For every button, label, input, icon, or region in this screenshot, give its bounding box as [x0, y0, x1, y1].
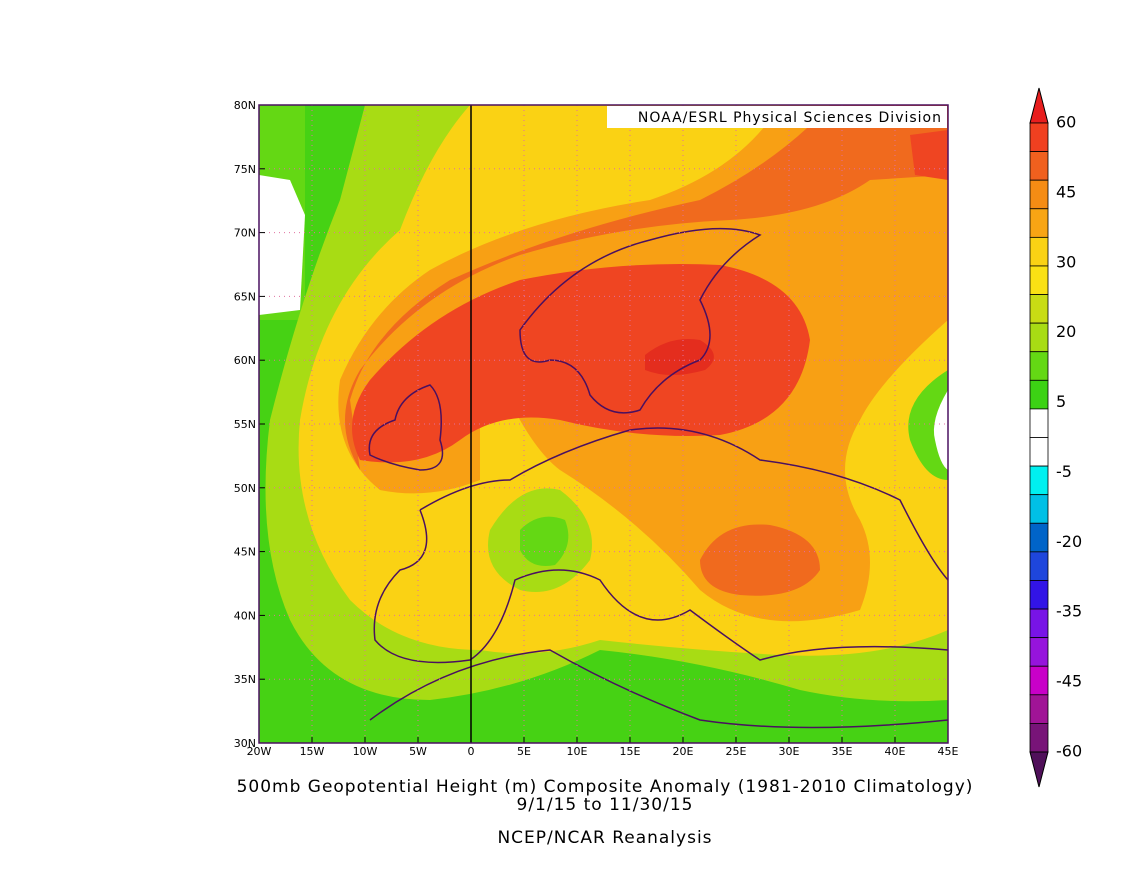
- lat-label: 75N: [234, 163, 256, 176]
- colorbar-box: [1029, 665, 1049, 696]
- colorbar-box: [1029, 465, 1049, 496]
- lon-label: 30E: [779, 745, 800, 758]
- colorbar-box: [1029, 551, 1049, 581]
- colorbar-box: [1029, 351, 1049, 381]
- colorbar-box: [1029, 265, 1049, 295]
- colorbar-box: [1029, 122, 1049, 152]
- lon-label: 0: [468, 745, 475, 758]
- lon-label: 5W: [409, 745, 427, 758]
- colorbar-label: 45: [1056, 182, 1076, 201]
- colorbar-box: [1029, 236, 1049, 267]
- lat-label: 35N: [234, 673, 256, 686]
- colorbar-label: -35: [1056, 602, 1082, 621]
- colorbar-box: [1029, 294, 1049, 324]
- colorbar-top: [1029, 87, 1049, 124]
- lon-label: 40E: [885, 745, 906, 758]
- colorbar-label: 60: [1056, 113, 1076, 132]
- colorbar-box: [1029, 379, 1049, 410]
- lat-label: 30N: [234, 737, 256, 750]
- lon-label: 25E: [726, 745, 747, 758]
- colorbar-label: -60: [1056, 742, 1082, 761]
- lat-label: 60N: [234, 354, 256, 367]
- colorbar-label: -5: [1056, 462, 1072, 481]
- lat-label: 45N: [234, 546, 256, 559]
- colorbar-label: -45: [1056, 672, 1082, 691]
- lat-label: 55N: [234, 418, 256, 431]
- colorbar-box: [1029, 437, 1049, 467]
- lon-label: 10E: [567, 745, 588, 758]
- title-line: 500mb Geopotential Height (m) Composite …: [237, 777, 974, 797]
- colorbar-box: [1029, 694, 1049, 724]
- lat-label: 80N: [234, 99, 256, 112]
- colorbar-box: [1029, 208, 1049, 238]
- date-range: 9/1/15 to 11/30/15: [517, 795, 694, 815]
- lon-label: 10W: [353, 745, 378, 758]
- graticule: 20W 15W 10W 5W 0 5E 10E 15E 20E 25E 30E 35E 40E 45E 80…: [234, 99, 959, 758]
- colorbar-box: [1029, 494, 1049, 524]
- coastlines: [368, 227, 948, 729]
- lon-label: 15W: [300, 745, 325, 758]
- colorbar-box: [1029, 322, 1049, 353]
- colorbar-label: 5: [1056, 392, 1066, 411]
- colorbar-box: [1029, 522, 1049, 553]
- colorbar-box: [1029, 608, 1049, 639]
- colorbar-box: [1029, 637, 1049, 667]
- colorbar-label: 30: [1056, 252, 1076, 271]
- lat-label: 70N: [234, 227, 256, 240]
- lon-label: 45E: [938, 745, 959, 758]
- credit-box: [607, 106, 947, 128]
- lat-label: 65N: [234, 290, 256, 303]
- colorbar-box: [1029, 179, 1049, 210]
- source: NCEP/NCAR Reanalysis: [497, 828, 712, 848]
- lon-label: 5E: [517, 745, 531, 758]
- colorbar-bottom: [1029, 751, 1049, 788]
- lon-label: 35E: [832, 745, 853, 758]
- map-frame: [258, 104, 949, 744]
- credit: NOAA/ESRL Physical Sciences Division: [638, 110, 942, 126]
- lon-label: 20W: [247, 745, 272, 758]
- colorbar: 60 45 30 20 5 -5 -20 -35 -45 -60: [1029, 87, 1082, 788]
- colorbar-box: [1029, 408, 1049, 438]
- colorbar-label: -20: [1056, 532, 1082, 551]
- colorbar-label: 20: [1056, 322, 1076, 341]
- colorbar-box: [1029, 151, 1049, 181]
- lat-label: 50N: [234, 482, 256, 495]
- colorbar-box: [1029, 580, 1049, 610]
- colorbar-box: [1029, 723, 1049, 753]
- lon-label: 20E: [673, 745, 694, 758]
- lat-label: 40N: [234, 609, 256, 622]
- lon-label: 15E: [620, 745, 641, 758]
